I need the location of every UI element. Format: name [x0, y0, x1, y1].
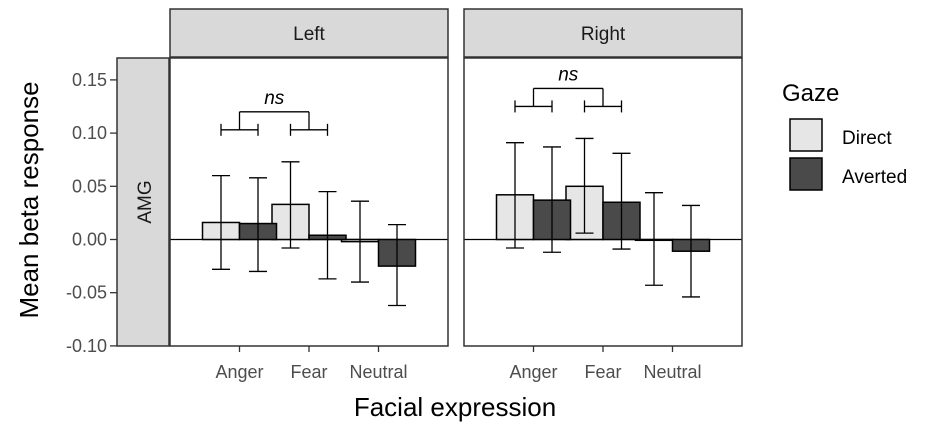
x-tick-label: Neutral	[349, 362, 407, 382]
y-axis: 0.15 0.10 0.05 0.00 -0.05 -0.10	[66, 70, 117, 356]
x-axis-title: Facial expression	[354, 392, 556, 422]
panel-strip-label: Right	[581, 24, 626, 45]
legend-title: Gaze	[782, 80, 839, 107]
x-tick-label: Fear	[290, 362, 327, 382]
error-bar-averted	[682, 204, 700, 298]
panel-left: Left ns Anger Fear Neutral	[169, 8, 449, 382]
y-tick-label: 0.00	[72, 230, 107, 250]
significance-bracket: ns	[220, 88, 329, 136]
panel-strip	[169, 8, 449, 58]
y-tick-label: 0.15	[72, 70, 107, 90]
legend-key-direct	[789, 118, 823, 152]
row-strip: AMG	[116, 57, 170, 347]
y-tick-label: 0.05	[72, 176, 107, 196]
error-bar-averted	[543, 146, 561, 253]
legend-label-averted: Averted	[842, 167, 907, 188]
row-strip-label: AMG	[135, 180, 156, 223]
legend: Gaze Direct Averted	[782, 80, 907, 191]
error-bar-averted	[612, 152, 631, 250]
error-bar-averted	[249, 177, 267, 273]
significance-label: ns	[558, 64, 579, 85]
panel-strip-label: Left	[293, 24, 325, 45]
error-bar-averted	[318, 190, 337, 280]
x-tick-label: Neutral	[643, 362, 701, 382]
x-tick-label: Fear	[584, 362, 621, 382]
significance-label: ns	[264, 88, 285, 109]
panel-strip	[463, 8, 743, 58]
panel-background	[170, 58, 448, 346]
legend-key-averted	[789, 157, 823, 191]
error-bar-direct	[506, 142, 524, 249]
error-bar-direct	[575, 137, 594, 234]
y-tick-label: 0.10	[72, 123, 107, 143]
y-tick-label: -0.05	[66, 283, 107, 303]
error-bar-direct	[351, 200, 369, 283]
error-bar-direct	[281, 161, 300, 249]
significance-bracket: ns	[514, 64, 623, 113]
y-axis-title: Mean beta response	[14, 81, 44, 318]
x-tick-label: Anger	[509, 362, 557, 382]
legend-label-direct: Direct	[842, 128, 892, 149]
error-bar-averted	[388, 223, 406, 307]
error-bar-direct	[212, 175, 230, 270]
x-tick-label: Anger	[215, 362, 263, 382]
y-tick-label: -0.10	[66, 336, 107, 356]
row-strip-background	[116, 57, 170, 347]
error-bar-direct	[645, 192, 663, 286]
